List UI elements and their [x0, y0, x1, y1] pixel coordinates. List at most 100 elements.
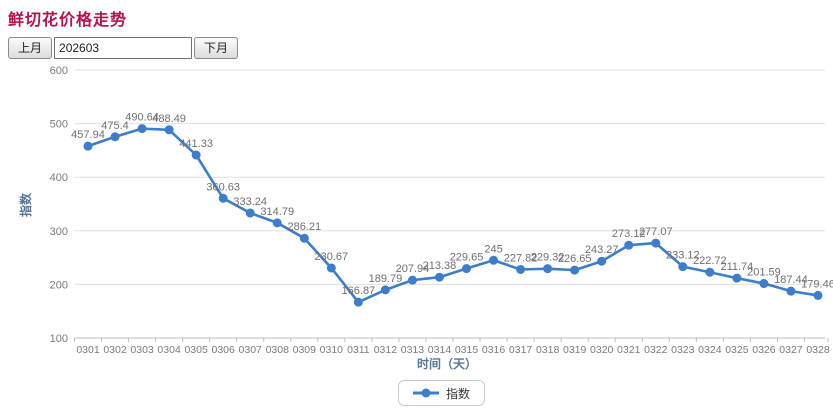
data-point[interactable]: [624, 240, 634, 250]
month-input[interactable]: [54, 37, 193, 59]
data-label: 286.21: [287, 221, 321, 233]
x-tick-label: 0321: [617, 344, 641, 356]
y-tick-label: 600: [50, 65, 68, 77]
x-tick-label: 0313: [401, 344, 425, 356]
data-label: 314.79: [260, 206, 294, 218]
data-label: 441.33: [179, 138, 213, 150]
x-tick-label: 0317: [509, 344, 533, 356]
x-tick-label: 0315: [455, 344, 479, 356]
data-label: 187.44: [774, 274, 808, 286]
x-tick-label: 0305: [184, 344, 208, 356]
data-label: 179.46: [801, 278, 833, 290]
x-tick-label: 0318: [536, 344, 560, 356]
data-point[interactable]: [407, 275, 417, 285]
data-label: 227.82: [504, 252, 538, 264]
page-title: 鲜切花价格走势: [8, 12, 128, 29]
data-point[interactable]: [732, 273, 742, 283]
data-point[interactable]: [218, 193, 228, 203]
x-tick-label: 0328: [806, 344, 830, 356]
line-chart-canvas: 100 200 300 400 500 600 0301 0302 0303 0304 0305 03…: [18, 65, 833, 371]
data-label: 201.59: [747, 267, 781, 279]
data-point[interactable]: [813, 290, 823, 300]
x-tick-label: 0310: [320, 344, 344, 356]
x-tick-label: 0323: [671, 344, 695, 356]
data-label: 488.49: [152, 113, 186, 125]
x-tick-label: 0314: [428, 344, 452, 356]
data-point[interactable]: [164, 125, 174, 135]
data-label: 475.4: [101, 120, 129, 132]
legend[interactable]: 指数: [398, 380, 486, 406]
legend-line-marker-icon: [413, 388, 439, 398]
data-label: 207.94: [396, 263, 430, 275]
x-tick-label: 0327: [779, 344, 803, 356]
data-point[interactable]: [597, 256, 607, 266]
x-tick-label: 0319: [563, 344, 587, 356]
data-label: 360.63: [206, 181, 240, 193]
x-tick-label: 0324: [698, 344, 722, 356]
x-tick-label: 0312: [374, 344, 398, 356]
x-tick-label: 0309: [293, 344, 317, 356]
x-tick-label: 0307: [239, 344, 263, 356]
data-point[interactable]: [83, 141, 93, 151]
y-tick-label: 400: [50, 172, 68, 184]
data-label: 229.32: [531, 252, 565, 264]
x-tick-label: 0308: [266, 344, 290, 356]
data-point[interactable]: [380, 285, 390, 295]
data-label: 277.07: [639, 226, 673, 238]
data-point[interactable]: [137, 124, 147, 134]
prev-month-button[interactable]: 上月: [8, 37, 53, 59]
data-point[interactable]: [651, 238, 661, 248]
y-tick-label: 500: [50, 119, 68, 131]
data-label: 213.38: [423, 260, 457, 272]
data-label: 333.24: [233, 196, 267, 208]
data-point[interactable]: [786, 286, 796, 296]
next-month-button[interactable]: 下月: [194, 37, 239, 59]
data-label: 222.72: [693, 255, 727, 267]
x-tick-label: 0322: [644, 344, 668, 356]
x-tick-label: 0303: [130, 344, 154, 356]
data-point[interactable]: [272, 218, 282, 228]
data-label: 245: [484, 243, 502, 255]
data-label: 243.27: [585, 244, 619, 256]
month-controls: 上月 下月: [8, 37, 239, 59]
data-point[interactable]: [462, 264, 472, 274]
data-point[interactable]: [489, 255, 499, 265]
x-tick-label: 0301: [76, 344, 100, 356]
legend-series-label: 指数: [446, 386, 471, 401]
data-label: 273.12: [612, 228, 646, 240]
x-tick-label: 0316: [482, 344, 506, 356]
x-tick-label: 0320: [590, 344, 614, 356]
data-label: 457.94: [71, 129, 105, 141]
y-tick-label: 300: [50, 226, 68, 238]
x-tick-label: 0311: [347, 344, 370, 356]
data-label: 211.74: [720, 261, 753, 273]
data-label: 230.67: [315, 251, 349, 263]
x-axis-title: 时间（天）: [417, 356, 477, 371]
data-point[interactable]: [299, 233, 309, 243]
x-tick-label: 0302: [103, 344, 127, 356]
y-axis-title: 指数: [18, 192, 33, 217]
data-point[interactable]: [543, 264, 553, 274]
data-point[interactable]: [434, 272, 444, 282]
data-label: 229.65: [450, 252, 484, 264]
data-point[interactable]: [191, 150, 201, 160]
data-label: 189.79: [369, 273, 403, 285]
x-tick-label: 0306: [212, 344, 236, 356]
data-point[interactable]: [245, 208, 255, 218]
data-point[interactable]: [326, 263, 336, 273]
y-tick-label: 100: [50, 333, 68, 345]
data-label: 226.65: [558, 253, 592, 265]
data-point[interactable]: [705, 267, 715, 277]
data-point[interactable]: [678, 262, 688, 272]
data-label: 233.12: [666, 250, 700, 262]
data-point[interactable]: [353, 297, 363, 307]
x-tick-label: 0325: [725, 344, 749, 356]
data-point[interactable]: [516, 264, 526, 274]
data-point[interactable]: [110, 132, 120, 142]
x-tick-label: 0326: [752, 344, 776, 356]
data-label: 166.87: [342, 285, 376, 297]
data-point[interactable]: [570, 265, 580, 275]
price-trend-chart: 100 200 300 400 500 600 0301 0302 0303 0304 0305 03…: [0, 60, 833, 380]
data-point[interactable]: [759, 279, 769, 289]
